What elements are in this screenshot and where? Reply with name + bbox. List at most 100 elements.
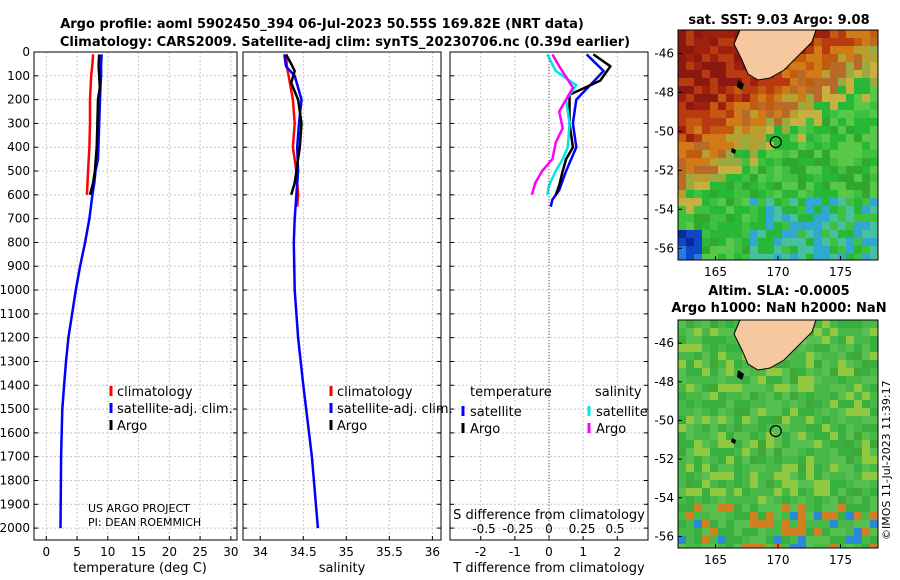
sst-field-cell xyxy=(806,118,814,126)
sla-field-cell xyxy=(854,464,862,472)
sst-field-cell xyxy=(766,198,774,206)
sst-field-cell xyxy=(854,182,862,190)
sla-field-cell xyxy=(702,320,710,328)
sst-field-cell xyxy=(870,174,878,182)
sla-field-cell xyxy=(710,368,718,376)
sst-field-cell xyxy=(686,126,694,134)
sst-field-cell xyxy=(686,38,694,46)
sla-field-cell xyxy=(846,336,854,344)
sst-field-cell xyxy=(846,214,854,222)
sst-field-cell xyxy=(846,126,854,134)
sst-field-cell xyxy=(718,46,726,54)
sst-field-cell xyxy=(710,222,718,230)
sla-field-cell xyxy=(822,328,830,336)
sla-field-cell xyxy=(686,400,694,408)
sst-field-cell xyxy=(702,70,710,78)
sla-field-cell xyxy=(846,480,854,488)
sla-field-cell xyxy=(870,528,878,536)
sst-field-cell xyxy=(838,142,846,150)
sla-field xyxy=(678,320,878,548)
sla-field-cell xyxy=(766,496,774,504)
sst-field-cell xyxy=(750,134,758,142)
sla-field-cell xyxy=(758,520,766,528)
sst-field-cell xyxy=(766,222,774,230)
sla-field-cell xyxy=(782,472,790,480)
sst-field-cell xyxy=(742,142,750,150)
sla-field-cell xyxy=(814,448,822,456)
sla-field-cell xyxy=(694,448,702,456)
sla-field-cell xyxy=(806,536,814,544)
sst-field-cell xyxy=(726,62,734,70)
sst-field-cell xyxy=(846,150,854,158)
sst-field-cell xyxy=(790,174,798,182)
sst-field-cell xyxy=(702,110,710,118)
sla-field-cell xyxy=(734,456,742,464)
sla-field-cell xyxy=(870,496,878,504)
sst-field-cell xyxy=(742,246,750,254)
sst-field-cell xyxy=(798,102,806,110)
sla-field-cell xyxy=(686,376,694,384)
sst-field-cell xyxy=(854,134,862,142)
sla-field-cell xyxy=(782,376,790,384)
sla-field-cell xyxy=(790,464,798,472)
sst-field-cell xyxy=(846,70,854,78)
sla-field-cell xyxy=(790,448,798,456)
sst-field-cell xyxy=(814,54,822,62)
sla-field-cell xyxy=(798,448,806,456)
sla-field-cell xyxy=(742,376,750,384)
series-line-argo xyxy=(284,53,303,196)
sla-field-cell xyxy=(798,432,806,440)
sst-field-cell xyxy=(830,142,838,150)
series-line-t-satellite xyxy=(549,53,605,207)
sst-field-cell xyxy=(838,214,846,222)
sla-field-cell xyxy=(854,448,862,456)
sla-field-cell xyxy=(742,448,750,456)
sst-field-cell xyxy=(718,246,726,254)
sla-field-cell xyxy=(686,424,694,432)
sla-field-cell xyxy=(678,496,686,504)
sla-field-cell xyxy=(702,536,710,544)
sla-field-cell xyxy=(830,504,838,512)
sla-field-cell xyxy=(718,448,726,456)
sst-field-cell xyxy=(766,102,774,110)
sst-field-cell xyxy=(822,110,830,118)
sst-field-cell xyxy=(838,38,846,46)
sst-field-cell xyxy=(694,158,702,166)
sst-field-cell xyxy=(830,214,838,222)
sst-field-cell xyxy=(830,230,838,238)
sst-field-cell xyxy=(862,102,870,110)
sst-field-cell xyxy=(734,246,742,254)
sla-field-cell xyxy=(782,536,790,544)
sst-field-cell xyxy=(694,174,702,182)
sla-field-cell xyxy=(830,376,838,384)
sla-field-cell xyxy=(814,376,822,384)
sla-field-cell xyxy=(686,536,694,544)
sla-field-cell xyxy=(806,400,814,408)
sla-field-cell xyxy=(758,440,766,448)
sst-field-cell xyxy=(766,206,774,214)
sla-field-cell xyxy=(686,432,694,440)
sla-field-cell xyxy=(710,440,718,448)
sla-field-cell xyxy=(750,520,758,528)
sst-field-cell xyxy=(798,166,806,174)
series-line-t-argo xyxy=(554,53,612,196)
sst-field-cell xyxy=(838,150,846,158)
sla-field-cell xyxy=(814,424,822,432)
sst-field-cell xyxy=(734,254,742,260)
sst-field-cell xyxy=(726,246,734,254)
sst-field-cell xyxy=(678,70,686,78)
sla-field-cell xyxy=(750,464,758,472)
x-axis-label: T difference from climatology xyxy=(452,561,645,576)
sst-field-cell xyxy=(694,118,702,126)
sla-field-cell xyxy=(830,488,838,496)
x-tick-label: 20 xyxy=(162,545,177,559)
sla-field-cell xyxy=(862,360,870,368)
sla-field-cell xyxy=(870,432,878,440)
sst-field-cell xyxy=(766,94,774,102)
sla-field-cell xyxy=(678,344,686,352)
sla-field-cell xyxy=(862,544,870,548)
sla-field-cell xyxy=(726,320,734,328)
sst-field-cell xyxy=(694,134,702,142)
sst-field-cell xyxy=(710,118,718,126)
sla-field-cell xyxy=(742,480,750,488)
